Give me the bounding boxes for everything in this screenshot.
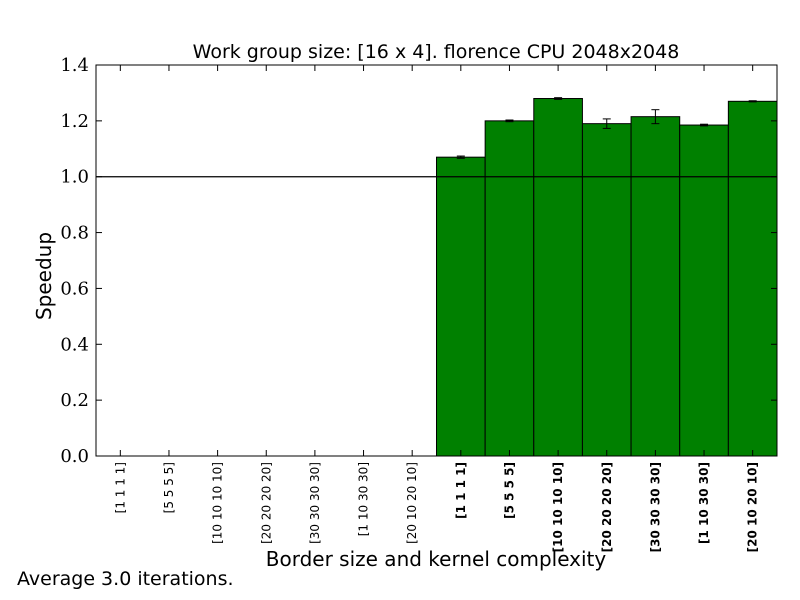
bar [436,156,486,457]
x-tick-label: [1 1 1 1] [113,462,127,513]
x-tick-label: [30 30 30 30] [308,462,322,544]
y-tick-label: 0.0 [60,446,89,467]
x-tick-label: [20 20 20 20] [600,462,614,552]
x-tick-label: [5 5 5 5] [502,462,516,519]
y-axis-label: Speedup [32,232,56,320]
y-tick-label: 1.0 [60,167,89,188]
x-tick-label: [5 5 5 5] [162,462,176,513]
bar [727,100,778,457]
x-tick-label: [1 10 30 30] [357,462,371,536]
x-tick-label: [1 10 30 30] [697,462,711,544]
y-tick-label: 0.8 [60,223,89,244]
y-tick-label: 0.4 [60,334,89,355]
y-axis: 0.0 0.2 0.4 0.6 0.8 1.0 1.2 1.4 [60,55,777,467]
x-tick-label: [30 30 30 30] [648,462,662,552]
x-tick-label: [20 20 20 20] [259,462,273,544]
x-tick-label: [20 10 20 10] [405,462,419,544]
bar [679,124,729,457]
x-tick-label: [10 10 10 10] [551,462,565,552]
x-tick-label: [1 1 1 1] [454,462,468,519]
x-tick-label: [10 10 10 10] [211,462,225,544]
bar [630,116,681,457]
bar [533,98,583,457]
chart-title: Work group size: [16 x 4]. florence CPU … [193,41,680,63]
x-axis-label: Border size and kernel complexity [266,547,607,571]
plot-frame [95,64,778,457]
iterations-note: Average 3.0 iterations. [17,568,234,590]
bar [484,120,535,457]
y-tick-label: 0.2 [60,390,89,411]
y-tick-label: 1.2 [60,111,89,132]
bars-group [436,98,778,457]
bar [581,123,632,457]
x-axis: [1 1 1 1] [5 5 5 5] [10 10 10 10] [20 20 20… [113,65,760,552]
y-tick-label: 0.6 [60,278,89,299]
y-tick-label: 1.4 [60,55,89,76]
error-bars-group [456,97,757,159]
x-tick-label: [20 10 20 10] [746,462,760,552]
